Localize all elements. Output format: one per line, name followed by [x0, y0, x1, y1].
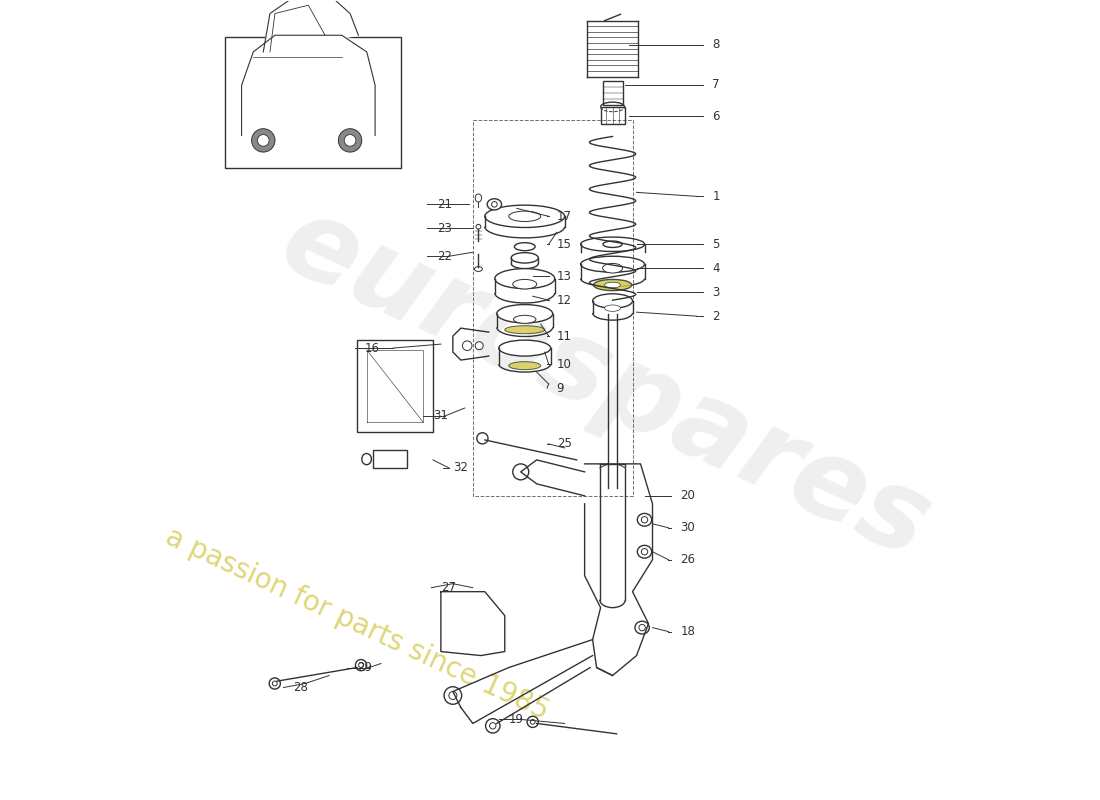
- Text: 32: 32: [453, 462, 468, 474]
- Text: 13: 13: [557, 270, 572, 282]
- Text: a passion for parts since 1985: a passion for parts since 1985: [162, 522, 553, 725]
- Ellipse shape: [252, 129, 275, 152]
- Ellipse shape: [475, 194, 482, 202]
- Ellipse shape: [476, 224, 481, 229]
- Ellipse shape: [476, 433, 488, 444]
- Ellipse shape: [514, 315, 536, 323]
- Text: 7: 7: [713, 78, 719, 91]
- Text: 10: 10: [557, 358, 572, 370]
- Ellipse shape: [527, 716, 538, 727]
- Text: 8: 8: [713, 38, 719, 51]
- Ellipse shape: [512, 253, 538, 263]
- FancyBboxPatch shape: [358, 340, 433, 432]
- Ellipse shape: [344, 134, 356, 146]
- Ellipse shape: [273, 681, 277, 686]
- Ellipse shape: [509, 211, 541, 222]
- Text: 31: 31: [433, 410, 448, 422]
- Text: 3: 3: [713, 286, 719, 298]
- Text: 30: 30: [681, 522, 695, 534]
- Ellipse shape: [513, 279, 537, 289]
- Ellipse shape: [593, 294, 632, 308]
- Ellipse shape: [485, 718, 501, 733]
- Polygon shape: [263, 0, 359, 52]
- Text: 16: 16: [365, 342, 380, 354]
- Ellipse shape: [641, 517, 648, 523]
- Ellipse shape: [472, 619, 482, 629]
- Ellipse shape: [475, 342, 483, 350]
- Text: 2: 2: [713, 310, 719, 322]
- Ellipse shape: [497, 305, 552, 323]
- Ellipse shape: [641, 549, 648, 555]
- Text: 22: 22: [437, 250, 452, 262]
- Text: 27: 27: [441, 581, 455, 594]
- Text: 6: 6: [713, 110, 719, 123]
- Ellipse shape: [359, 662, 363, 667]
- Ellipse shape: [530, 719, 535, 724]
- FancyBboxPatch shape: [373, 450, 407, 468]
- Text: 18: 18: [681, 625, 695, 638]
- Ellipse shape: [270, 678, 280, 689]
- FancyBboxPatch shape: [603, 81, 623, 105]
- Ellipse shape: [505, 326, 544, 334]
- Ellipse shape: [639, 625, 646, 630]
- Text: 9: 9: [557, 382, 564, 394]
- Ellipse shape: [593, 279, 631, 290]
- Ellipse shape: [635, 622, 649, 634]
- Text: 21: 21: [437, 198, 452, 211]
- Text: 4: 4: [713, 262, 719, 274]
- Text: 28: 28: [293, 681, 308, 694]
- Ellipse shape: [605, 305, 620, 311]
- Text: 29: 29: [358, 661, 372, 674]
- Text: 19: 19: [509, 713, 524, 726]
- Text: eurospares: eurospares: [265, 187, 947, 581]
- Text: 26: 26: [681, 554, 695, 566]
- FancyBboxPatch shape: [226, 37, 400, 169]
- Text: 11: 11: [557, 330, 572, 342]
- Ellipse shape: [581, 256, 645, 272]
- Ellipse shape: [637, 546, 651, 558]
- Ellipse shape: [474, 266, 483, 271]
- Ellipse shape: [509, 362, 541, 370]
- Ellipse shape: [603, 263, 623, 273]
- Text: 1: 1: [713, 190, 719, 203]
- Ellipse shape: [462, 341, 472, 350]
- Ellipse shape: [444, 686, 462, 704]
- Text: 5: 5: [713, 238, 719, 250]
- Text: 15: 15: [557, 238, 572, 250]
- Ellipse shape: [495, 269, 554, 289]
- Text: 17: 17: [557, 210, 572, 223]
- Ellipse shape: [485, 205, 564, 227]
- Polygon shape: [441, 592, 505, 655]
- Ellipse shape: [449, 691, 456, 699]
- Ellipse shape: [490, 722, 496, 729]
- Text: 25: 25: [557, 438, 572, 450]
- Ellipse shape: [257, 134, 270, 146]
- Ellipse shape: [513, 464, 529, 480]
- Ellipse shape: [362, 454, 372, 465]
- Polygon shape: [242, 35, 375, 135]
- Text: 12: 12: [557, 294, 572, 306]
- Ellipse shape: [492, 202, 497, 207]
- Ellipse shape: [355, 659, 366, 670]
- Ellipse shape: [515, 242, 535, 250]
- Ellipse shape: [339, 129, 362, 152]
- Ellipse shape: [498, 340, 551, 356]
- FancyBboxPatch shape: [601, 107, 625, 125]
- Ellipse shape: [605, 282, 620, 288]
- Text: 23: 23: [437, 222, 452, 234]
- Text: 20: 20: [681, 490, 695, 502]
- Ellipse shape: [637, 514, 651, 526]
- Ellipse shape: [487, 198, 502, 210]
